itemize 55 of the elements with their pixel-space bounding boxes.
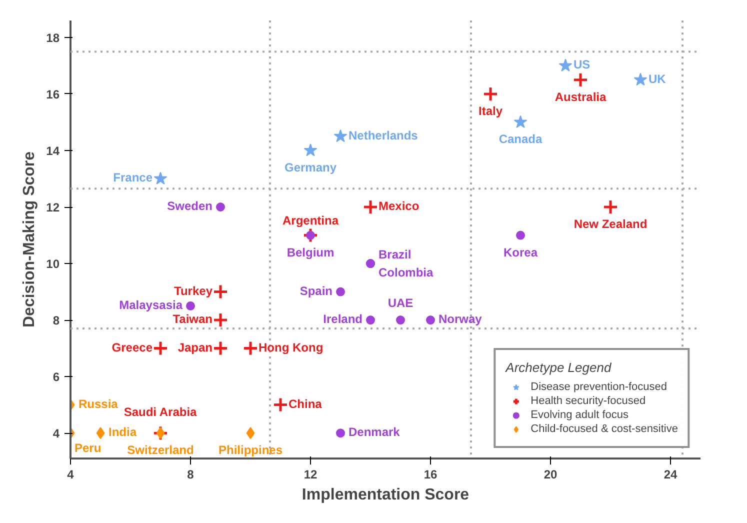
annotation: UK [648,72,666,86]
annotation: Italy [478,104,503,118]
annotation: Korea [503,245,538,260]
annotation: Brazil [378,248,412,262]
x-tick-label: 4 [67,468,74,482]
legend-label: Health security-focused [530,394,646,408]
annotation: US [574,58,590,72]
y-tick-label: 6 [52,370,60,384]
x-axis-title: Implementation Score [302,486,470,504]
y-tick-label: 16 [46,87,60,102]
annotation: France [113,170,153,185]
x-tick-label: 20 [544,468,558,482]
legend-label: Disease prevention-focused [530,380,668,394]
y-axis-title: Decision-Making Score [21,151,38,328]
y-tick-label: 14 [46,144,60,158]
annotation: Argentina [282,213,339,228]
y-tick-label: 8 [52,314,60,328]
annotation: India [108,425,137,440]
annotation: Saudi Arabia [124,405,198,420]
annotation: Canada [498,132,542,146]
y-tick-label: 12 [46,200,60,215]
annotation: Denmark [348,425,400,440]
x-tick-label: 16 [424,468,438,482]
legend-label: Child-focused & cost-sensitive [530,422,678,436]
annotation: Hong Kong [258,340,324,354]
annotation: Belgium [286,245,334,260]
annotation: Turkey [174,284,213,298]
y-tick-label: 10 [46,257,60,272]
annotation: Taiwan [172,312,213,326]
annotation: Switzerland [127,443,194,458]
annotation: Malaysasia [119,298,183,312]
legend-title: Archetype Legend [506,360,612,375]
annotation: UAE [388,296,414,310]
annotation: Sweden [167,199,213,214]
annotation: Netherlands [348,128,418,142]
annotation: Japan [178,340,213,354]
annotation: Germany [284,160,337,174]
annotation: Norway [438,312,482,326]
annotation: Philippines [218,443,283,458]
y-tick-label: 18 [46,30,60,45]
annotation: Colombia [378,266,434,280]
annotation: China [288,396,322,411]
annotation: New Zealand [574,217,648,232]
x-tick-label: 12 [304,468,318,482]
legend-label: Evolving adult focus [530,408,628,422]
annotation: Peru [74,441,102,456]
x-tick-label: 24 [664,468,678,482]
annotation: Ireland [323,312,363,326]
x-tick-label: 8 [187,468,194,482]
annotation: Spain [300,284,332,298]
y-tick-label: 4 [52,426,60,441]
annotation: Russia [78,396,118,411]
annotation: Australia [554,90,606,104]
annotation: Mexico [378,199,420,214]
annotation: Greece [112,340,153,354]
